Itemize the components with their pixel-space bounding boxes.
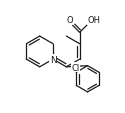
Text: OH: OH — [88, 16, 101, 25]
Text: N: N — [50, 55, 56, 64]
Text: Cl: Cl — [72, 63, 80, 72]
Text: O: O — [66, 16, 73, 25]
